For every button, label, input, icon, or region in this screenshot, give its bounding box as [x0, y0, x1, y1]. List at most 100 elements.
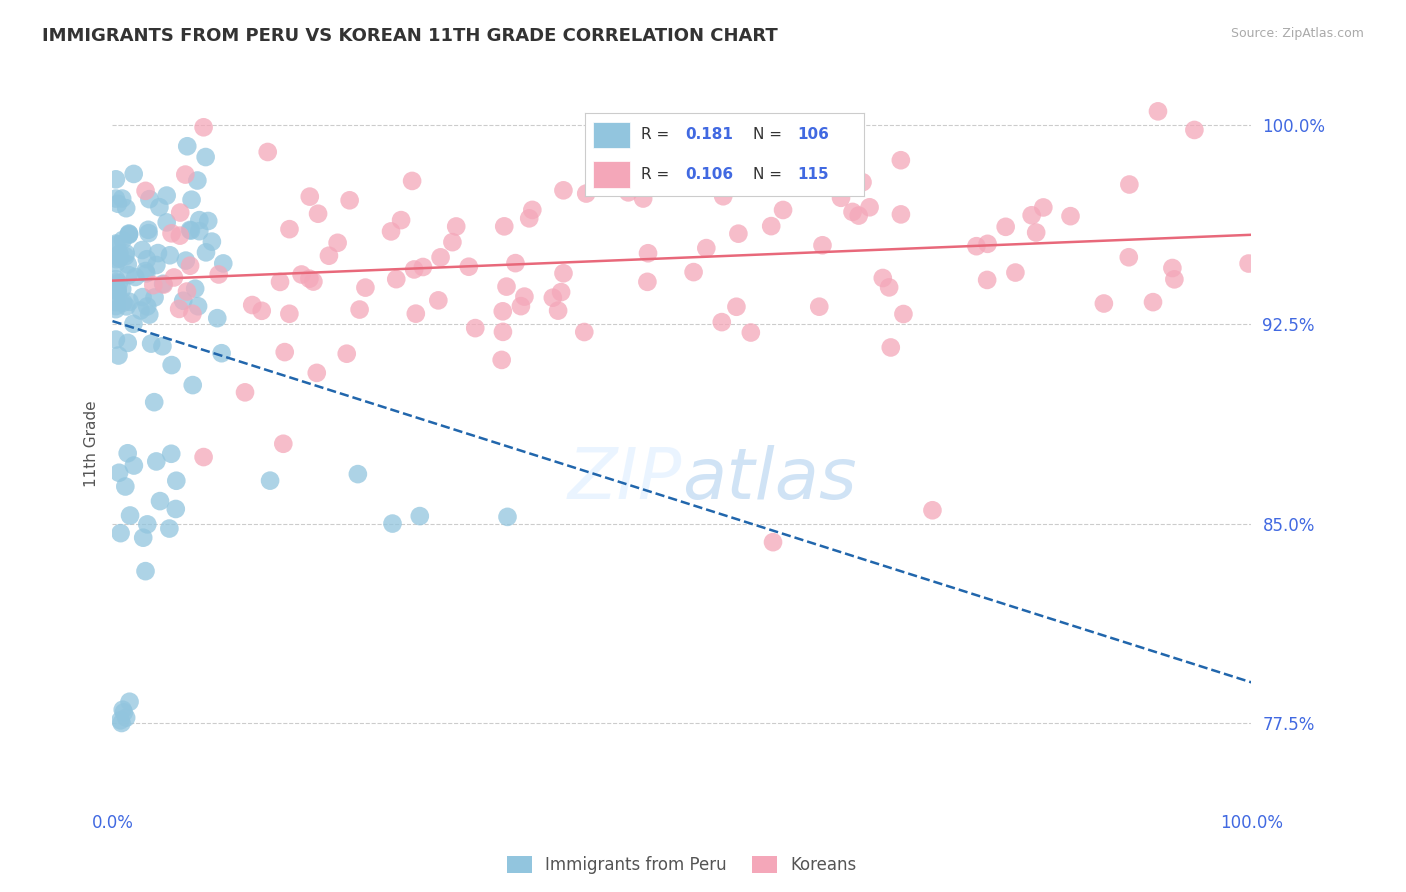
- Legend: Immigrants from Peru, Koreans: Immigrants from Peru, Koreans: [501, 849, 863, 880]
- Point: [893, 307, 915, 321]
- Point: [762, 535, 785, 549]
- Point: [725, 300, 748, 314]
- Point: [117, 268, 139, 282]
- Point: [695, 241, 717, 255]
- Point: [298, 189, 321, 203]
- Point: [193, 450, 215, 464]
- Point: [104, 275, 127, 289]
- Point: [841, 205, 863, 219]
- Point: [193, 120, 215, 135]
- Point: [110, 526, 132, 541]
- Point: [131, 290, 153, 304]
- Point: [104, 295, 127, 310]
- Text: IMMIGRANTS FROM PERU VS KOREAN 11TH GRADE CORRELATION CHART: IMMIGRANTS FROM PERU VS KOREAN 11TH GRAD…: [42, 27, 778, 45]
- Point: [1032, 201, 1054, 215]
- Point: [169, 228, 191, 243]
- Point: [637, 246, 659, 260]
- Point: [509, 299, 531, 313]
- Point: [775, 169, 797, 184]
- Text: 0.181: 0.181: [686, 128, 734, 143]
- Point: [336, 347, 359, 361]
- Point: [208, 268, 231, 282]
- Point: [149, 494, 172, 508]
- Point: [104, 192, 127, 206]
- Text: R =: R =: [641, 167, 673, 182]
- Point: [118, 227, 141, 241]
- Point: [797, 121, 820, 136]
- Point: [110, 714, 132, 728]
- Point: [184, 282, 207, 296]
- Point: [405, 307, 427, 321]
- Point: [201, 235, 224, 249]
- Point: [429, 250, 451, 264]
- Point: [858, 200, 880, 214]
- Point: [404, 262, 426, 277]
- Point: [409, 509, 432, 524]
- Point: [921, 503, 943, 517]
- Point: [389, 213, 412, 227]
- Point: [105, 283, 128, 297]
- Point: [114, 246, 136, 260]
- Point: [811, 238, 834, 252]
- Point: [152, 277, 174, 292]
- Point: [142, 278, 165, 293]
- Point: [135, 266, 157, 280]
- Point: [495, 279, 517, 293]
- Point: [118, 695, 141, 709]
- Point: [740, 326, 762, 340]
- Point: [1092, 296, 1115, 310]
- Point: [104, 333, 127, 347]
- Point: [104, 299, 127, 313]
- Point: [117, 446, 139, 460]
- Point: [176, 285, 198, 299]
- Point: [172, 293, 194, 308]
- Point: [194, 150, 217, 164]
- Point: [156, 215, 179, 229]
- Point: [207, 311, 229, 326]
- Point: [890, 153, 912, 168]
- Point: [111, 703, 134, 717]
- Point: [427, 293, 450, 308]
- Point: [513, 290, 536, 304]
- Point: [112, 295, 135, 310]
- Point: [112, 706, 135, 720]
- Point: [349, 302, 371, 317]
- Point: [160, 447, 183, 461]
- Point: [143, 395, 166, 409]
- Point: [114, 249, 136, 263]
- Point: [381, 516, 404, 531]
- Point: [105, 252, 128, 267]
- Point: [117, 335, 139, 350]
- Point: [412, 260, 434, 274]
- Point: [851, 175, 873, 189]
- Text: 115: 115: [797, 167, 828, 182]
- Point: [135, 264, 157, 278]
- Point: [1004, 266, 1026, 280]
- Point: [187, 299, 209, 313]
- Point: [457, 260, 479, 274]
- Point: [176, 139, 198, 153]
- Point: [494, 219, 516, 234]
- Point: [240, 298, 263, 312]
- Point: [553, 266, 575, 280]
- Point: [492, 325, 515, 339]
- Point: [710, 315, 733, 329]
- Text: R =: R =: [641, 128, 673, 143]
- Text: 0.106: 0.106: [686, 167, 734, 182]
- Point: [965, 239, 987, 253]
- Point: [110, 716, 132, 731]
- Point: [104, 256, 127, 270]
- Point: [233, 385, 256, 400]
- Point: [575, 186, 598, 201]
- Text: N =: N =: [752, 128, 786, 143]
- Point: [848, 209, 870, 223]
- Point: [105, 237, 128, 252]
- Point: [138, 192, 160, 206]
- Point: [269, 275, 291, 289]
- Point: [135, 184, 157, 198]
- Point: [872, 271, 894, 285]
- Point: [1025, 226, 1047, 240]
- Point: [131, 243, 153, 257]
- Point: [104, 302, 127, 317]
- Point: [135, 252, 157, 267]
